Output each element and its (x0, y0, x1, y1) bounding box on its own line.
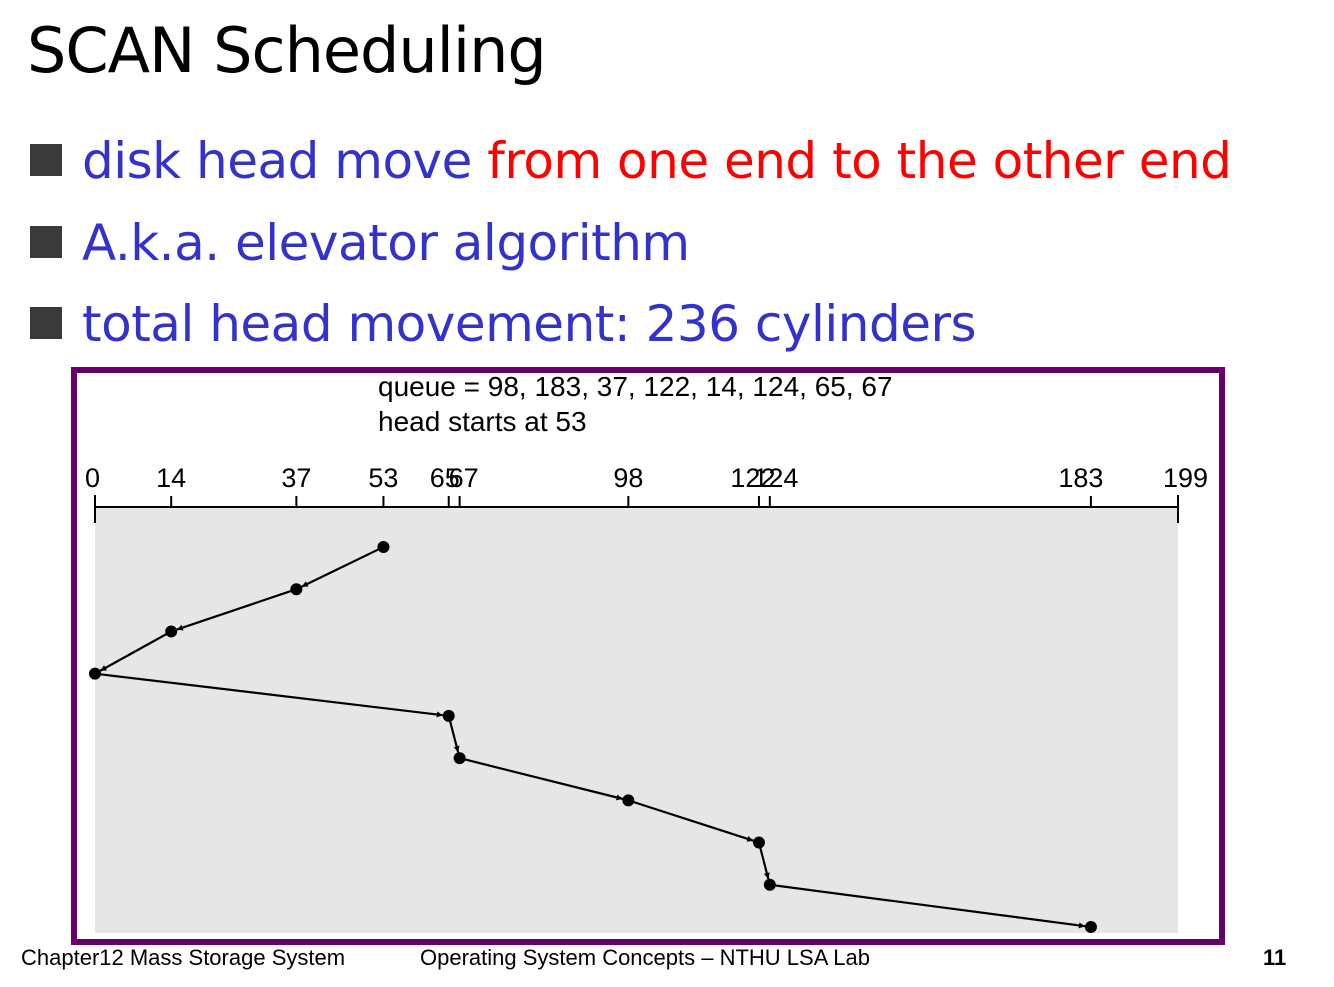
request-point-124 (763, 878, 776, 891)
plot-background (95, 507, 1178, 933)
request-point-65 (442, 709, 455, 722)
head-move-98-to-122 (627, 799, 754, 842)
request-point-0 (89, 667, 101, 680)
bullet-square-icon (30, 144, 62, 176)
axis-tick-label-183: 183 (1058, 463, 1103, 493)
scan-diagram: queue = 98, 183, 37, 122, 14, 124, 65, 6… (85, 373, 1208, 933)
request-point-183 (1084, 921, 1097, 933)
head-path (89, 541, 1097, 933)
head-move-53-to-37 (301, 546, 384, 588)
footer-course: Operating System Concepts – NTHU LSA Lab (420, 945, 870, 970)
axis-tick-label-53: 53 (368, 463, 398, 493)
axis-tick-label-98: 98 (613, 463, 643, 493)
axis-tick-label-199: 199 (1163, 463, 1208, 493)
head-move-14-to-0 (99, 630, 172, 672)
axis-tick-label-122: 122 (730, 463, 775, 493)
request-point-14 (165, 625, 178, 638)
head-move-65-to-67 (447, 715, 460, 753)
request-point-67 (453, 752, 466, 765)
bullet-2-text: A.k.a. elevator algorithm (82, 214, 690, 272)
axis-tick-label-65: 65 (430, 463, 460, 493)
queue-label: queue = 98, 183, 37, 122, 14, 124, 65, 6… (378, 373, 893, 402)
bullet-3-text: total head movement: 236 cylinders (82, 295, 977, 353)
bullet-1-text-blue: disk head move (82, 132, 488, 190)
axis-tick-label-67: 67 (449, 463, 479, 493)
request-point-98 (622, 794, 635, 807)
axis-tick-label-0: 0 (85, 463, 100, 493)
slide-title: SCAN Scheduling (27, 14, 547, 87)
axis-tick-label-14: 14 (156, 463, 186, 493)
footer-chapter: Chapter12 Mass Storage System (21, 945, 346, 970)
bullet-3: total head movement: 236 cylinders (30, 295, 977, 353)
axis-tick-label-37: 37 (281, 463, 311, 493)
axis-tick-label-124: 124 (753, 463, 798, 493)
figure-frame: queue = 98, 183, 37, 122, 14, 124, 65, 6… (71, 367, 1225, 945)
head-move-37-to-14 (176, 588, 297, 631)
bullet-2: A.k.a. elevator algorithm (30, 214, 690, 272)
request-point-122 (752, 836, 765, 849)
head-move-122-to-124 (757, 842, 770, 880)
head-start-label: head starts at 53 (378, 406, 587, 437)
bullet-1: disk head move from one end to the other… (30, 132, 1232, 190)
request-point-37 (290, 583, 303, 596)
head-move-0-to-65 (94, 672, 443, 718)
head-move-124-to-183 (769, 883, 1086, 929)
head-move-67-to-98 (459, 757, 623, 801)
bullet-square-icon (30, 226, 62, 258)
page-number: 11 (1263, 945, 1287, 970)
bullet-1-text-red: from one end to the other end (487, 132, 1232, 190)
bullet-square-icon (30, 307, 62, 339)
request-point-53 (377, 541, 390, 553)
